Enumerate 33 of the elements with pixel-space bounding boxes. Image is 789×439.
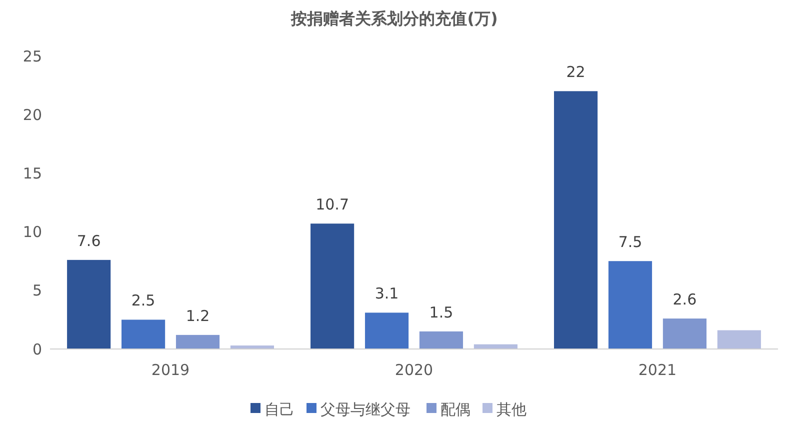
data-label: 3.1 (374, 284, 399, 303)
y-tick-label: 15 (22, 164, 42, 182)
data-label: 7.5 (618, 233, 642, 252)
bar (419, 331, 464, 349)
x-tick-label: 2021 (638, 361, 677, 379)
x-tick-label: 2019 (151, 361, 190, 379)
y-tick-label: 0 (32, 340, 42, 358)
y-tick-label: 20 (22, 106, 42, 124)
legend-label: 其他 (496, 400, 526, 418)
y-tick-label: 10 (22, 223, 42, 242)
legend-label: 自己 (264, 400, 294, 418)
legend-label: 父母与继父母 (320, 400, 410, 418)
y-tick-label: 25 (22, 47, 42, 66)
data-label: 2.5 (131, 292, 156, 310)
data-label: 2.6 (672, 290, 697, 309)
bar (310, 224, 354, 349)
y-tick-label: 5 (32, 282, 42, 300)
bar (662, 318, 706, 349)
bar (176, 334, 220, 349)
bar (608, 261, 652, 349)
chart-title: 按捐赠者关系划分的充值(万) (290, 9, 498, 28)
data-label: 22 (566, 63, 586, 82)
x-tick-label: 2020 (394, 361, 434, 379)
bar (67, 260, 111, 349)
data-label: 10.7 (316, 196, 350, 214)
data-label: 1.2 (186, 306, 210, 325)
data-label: 7.6 (76, 232, 101, 250)
data-label: 1.5 (429, 303, 454, 322)
legend-label: 配偶 (440, 400, 470, 418)
bar (554, 91, 598, 349)
bar (122, 320, 166, 349)
bar (364, 312, 409, 349)
bar (717, 330, 761, 349)
